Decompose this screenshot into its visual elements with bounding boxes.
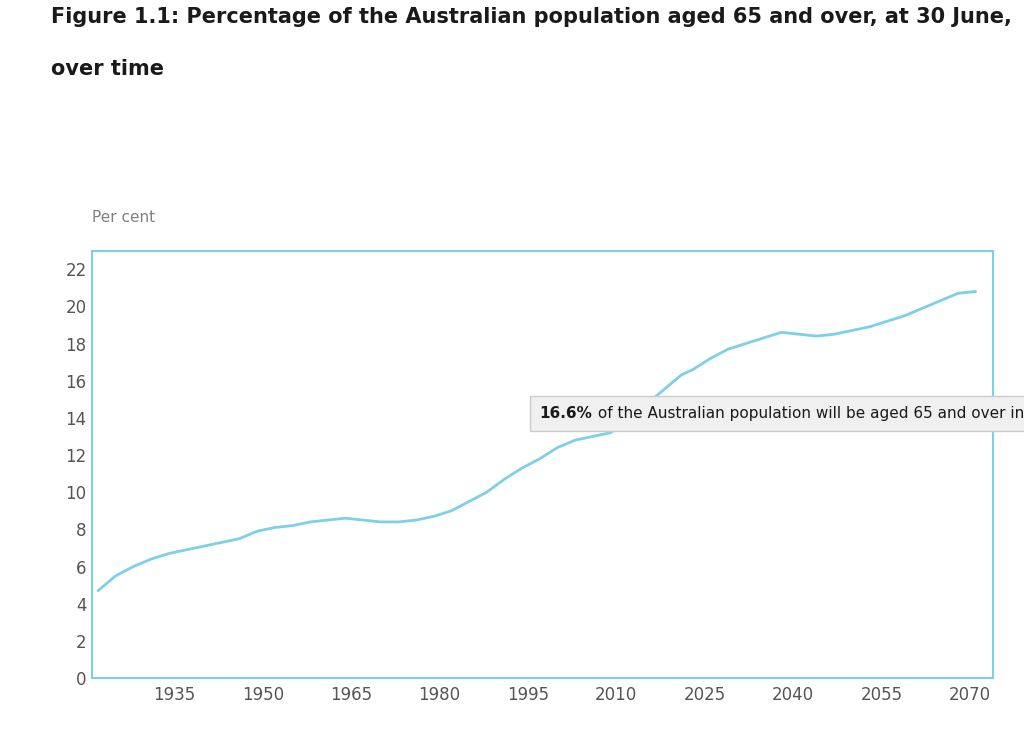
Text: of the Australian population will be aged 65 and over in: of the Australian population will be age… bbox=[593, 405, 1024, 421]
FancyBboxPatch shape bbox=[529, 396, 1024, 430]
Text: Per cent: Per cent bbox=[92, 210, 156, 225]
Text: 16.6%: 16.6% bbox=[540, 405, 593, 421]
Text: over time: over time bbox=[51, 59, 164, 79]
Text: Figure 1.1: Percentage of the Australian population aged 65 and over, at 30 June: Figure 1.1: Percentage of the Australian… bbox=[51, 7, 1012, 27]
